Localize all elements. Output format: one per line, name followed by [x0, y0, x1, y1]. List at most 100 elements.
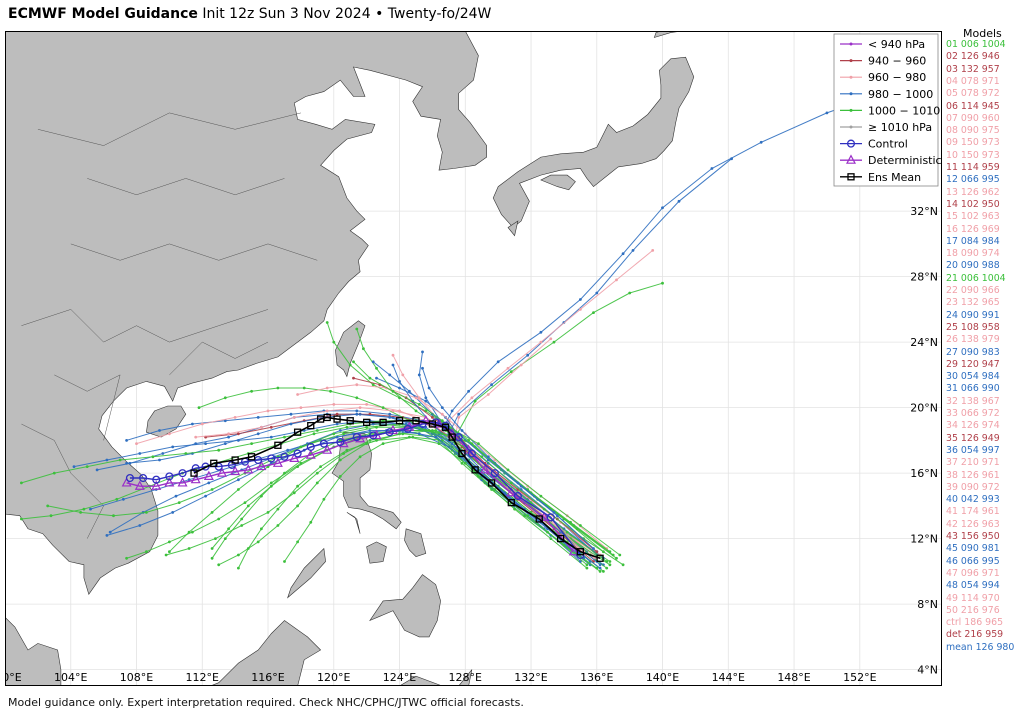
legend-label: ≥ 1010 hPa: [868, 121, 932, 134]
model-row: 08 090 975: [946, 125, 1000, 137]
deterministic-track-point: [289, 452, 300, 462]
ensemble-track-point: [355, 412, 359, 416]
admin-border: [21, 309, 269, 343]
deterministic-track-point: [256, 460, 267, 471]
model-row: 33 066 972: [946, 408, 1000, 419]
ensemble-track-point: [579, 560, 582, 563]
ensemble-track-point: [368, 376, 372, 380]
ensemble-track-point: [223, 442, 227, 445]
legend-label: 980 − 1000: [868, 88, 933, 101]
model-row: 45 090 981: [946, 543, 1000, 555]
landmass: [162, 620, 322, 686]
ensemble-track-point: [457, 416, 461, 419]
ensemble-track-point: [352, 360, 355, 364]
ensemble-track-point: [191, 530, 194, 534]
ensemble-track-point: [223, 396, 227, 400]
ensemble-track-point: [585, 563, 589, 567]
ensemble-track-point: [177, 501, 181, 504]
deterministic-track-point: [216, 467, 227, 477]
model-row: 40 042 993: [946, 494, 1000, 506]
ensemble-track-point: [352, 376, 355, 380]
ensemble-track-point: [315, 471, 319, 475]
ensemble-track-point: [115, 497, 119, 501]
mean-track-point: [333, 415, 341, 423]
legend: < 940 hPa 940 − 960 960 − 980 980 − 1000 100…: [833, 33, 942, 187]
ensemble-track-point: [256, 432, 260, 436]
legend-label: Deterministic: [868, 154, 942, 167]
lat-label: 24°N: [910, 336, 938, 349]
model-row: 46 066 995: [946, 555, 1000, 567]
ensemble-track-point: [276, 507, 280, 511]
ensemble-track-point: [730, 157, 733, 161]
ensemble-track-point: [240, 517, 244, 521]
ensemble-track-point: [210, 511, 214, 514]
ensemble-track-point: [424, 399, 428, 403]
ensemble-track-point: [417, 373, 421, 377]
ensemble-track-point: [194, 435, 198, 439]
ensemble-track-point: [168, 550, 171, 554]
model-row: 09 150 973: [946, 137, 1000, 149]
deterministic-track-point: [272, 457, 283, 467]
ensemble-track-point: [677, 199, 681, 203]
ensemble-track-point: [608, 563, 612, 567]
deterministic-track-point: [480, 464, 491, 474]
ensemble-track-point: [368, 429, 372, 432]
ensemble-track-point: [598, 570, 602, 573]
ensemble-track-point: [312, 432, 316, 436]
deterministic-track-point: [338, 437, 349, 448]
model-row: 43 156 950: [946, 531, 1000, 542]
admin-border: [21, 423, 104, 539]
ensemble-track-point: [174, 494, 178, 498]
ensemble-track-point: [138, 524, 142, 527]
ensemble-track-point: [237, 439, 240, 442]
model-row: det 216 959: [946, 629, 1004, 641]
ensemble-track-point: [457, 412, 461, 416]
ensemble-track-point: [296, 465, 299, 468]
ensemble-track-point: [463, 461, 467, 465]
ensemble-track-point: [509, 481, 513, 485]
ensemble-track-point: [210, 556, 214, 560]
lat-label: 16°N: [910, 467, 938, 480]
ensemble-track-point: [135, 442, 138, 445]
ensemble-track-point: [207, 481, 211, 485]
ensemble-track-point: [187, 530, 191, 534]
lon-label: 124°E: [383, 671, 416, 684]
lon-label: 140°E: [646, 671, 679, 684]
map-frame: [5, 31, 942, 686]
ensemble-track-point: [338, 429, 342, 432]
ensemble-track-point: [289, 422, 293, 426]
ensemble-track-point: [414, 409, 418, 413]
ensemble-track-point: [105, 458, 109, 462]
ensemble-track-point: [398, 386, 401, 390]
ensemble-track-point: [299, 445, 303, 449]
lon-label: 120°E: [317, 671, 350, 684]
ensemble-track-point: [227, 435, 231, 439]
ensemble-track-point: [552, 511, 556, 514]
ensemble-track-line: [422, 368, 594, 549]
landmass: [492, 56, 695, 228]
ensemble-track-point: [595, 291, 599, 295]
ensemble-track-point: [217, 517, 221, 521]
model-row: 12 066 995: [946, 174, 1000, 186]
model-row: 42 126 963: [946, 518, 1000, 530]
longitude-labels: 100°E 104°E 108°E 112°E 116°E 120°E 124°E 128°E…: [5, 671, 877, 684]
ensemble-track-point: [329, 389, 332, 393]
ensemble-track-point: [204, 494, 208, 498]
ensemble-track-line: [284, 436, 604, 572]
landmass: [5, 616, 62, 686]
deterministic-track-point: [203, 470, 214, 480]
ensemble-track-point: [125, 461, 128, 465]
ensemble-track-point: [125, 556, 128, 560]
ensemble-track-point: [89, 507, 92, 511]
ensemble-track-point: [292, 416, 296, 419]
control-track-point: [267, 454, 276, 463]
ensemble-track-point: [480, 455, 484, 459]
ensemble-track-point: [158, 429, 161, 432]
ensemble-track-point: [486, 455, 490, 459]
ensemble-track-point: [237, 478, 240, 482]
legend-swatch-marker: [847, 173, 855, 181]
control-track-point: [125, 473, 134, 483]
ensemble-track-point: [516, 481, 520, 485]
ensemble-track-point: [368, 412, 372, 416]
ensemble-track-point: [315, 481, 319, 485]
